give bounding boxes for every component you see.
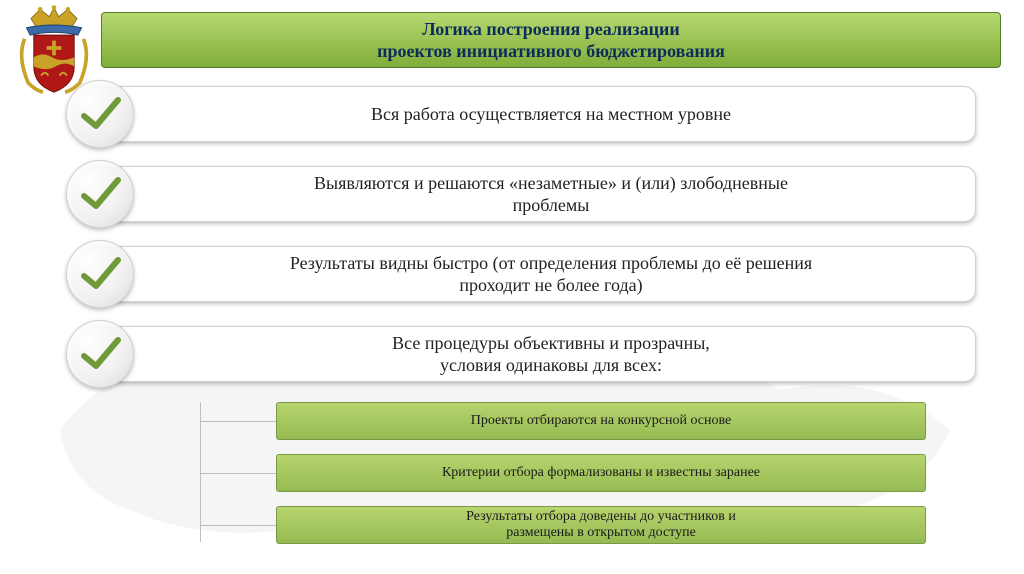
sub-point-text: размещены в открытом доступе (506, 525, 696, 541)
tree-horizontal-line (200, 473, 276, 474)
tree-horizontal-line (200, 525, 276, 526)
point-row: Результаты видны быстро (от определения … (66, 240, 976, 308)
point-text: Вся работа осуществляется на местном уро… (371, 103, 731, 125)
check-icon (78, 332, 122, 376)
point-pill: Все процедуры объективны и прозрачны, ус… (116, 326, 976, 382)
point-pill: Выявляются и решаются «незаметные» и (ил… (116, 166, 976, 222)
title-banner: Логика построения реализации проектов ин… (101, 12, 1001, 68)
point-pill: Вся работа осуществляется на местном уро… (116, 86, 976, 142)
sub-point-row: Результаты отбора доведены до участников… (200, 506, 960, 544)
check-badge (66, 240, 134, 308)
sub-point-leaf: Результаты отбора доведены до участников… (276, 506, 926, 544)
point-pill: Результаты видны быстро (от определения … (116, 246, 976, 302)
sub-point-row: Проекты отбираются на конкурсной основе (200, 402, 960, 440)
point-text: Все процедуры объективны и прозрачны, (392, 332, 710, 354)
sub-point-leaf: Проекты отбираются на конкурсной основе (276, 402, 926, 440)
title-line-2: проектов инициативного бюджетирования (377, 40, 725, 62)
sub-point-row: Критерии отбора формализованы и известны… (200, 454, 960, 492)
point-text: проходит не более года) (459, 274, 642, 296)
sub-point-text: Критерии отбора формализованы и известны… (442, 465, 760, 481)
point-row: Вся работа осуществляется на местном уро… (66, 80, 976, 148)
sub-points-tree: Проекты отбираются на конкурсной основе … (200, 402, 960, 558)
check-icon (78, 92, 122, 136)
check-icon (78, 252, 122, 296)
title-line-1: Логика построения реализации (422, 18, 679, 40)
sub-point-text: Проекты отбираются на конкурсной основе (471, 413, 732, 429)
point-text: условия одинаковы для всех: (440, 354, 662, 376)
main-points-list: Вся работа осуществляется на местном уро… (66, 80, 976, 400)
point-row: Все процедуры объективны и прозрачны, ус… (66, 320, 976, 388)
sub-point-text: Результаты отбора доведены до участников… (466, 509, 736, 525)
check-badge (66, 160, 134, 228)
coat-of-arms-icon (8, 2, 100, 94)
check-badge (66, 320, 134, 388)
point-text: Выявляются и решаются «незаметные» и (ил… (314, 172, 788, 194)
sub-point-leaf: Критерии отбора формализованы и известны… (276, 454, 926, 492)
point-text: проблемы (513, 194, 590, 216)
point-text: Результаты видны быстро (от определения … (290, 252, 812, 274)
check-icon (78, 172, 122, 216)
tree-horizontal-line (200, 421, 276, 422)
point-row: Выявляются и решаются «незаметные» и (ил… (66, 160, 976, 228)
